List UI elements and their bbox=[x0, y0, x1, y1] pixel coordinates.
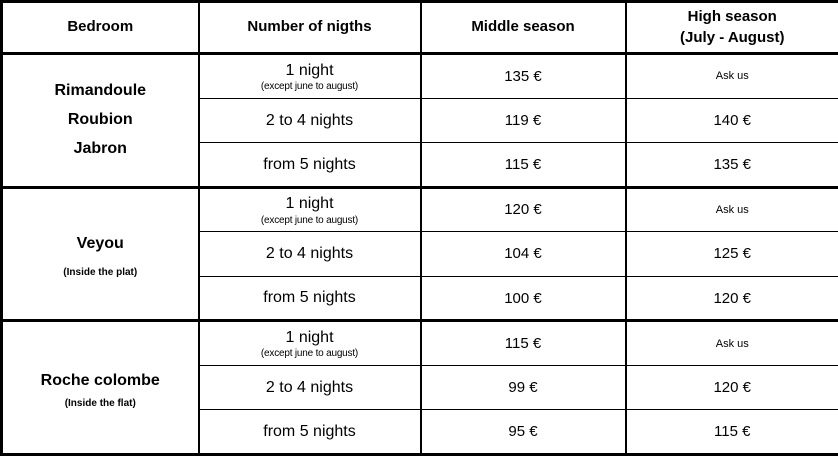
middle-season-price: 135 € bbox=[419, 52, 627, 99]
high-season-price: 120 € bbox=[624, 275, 838, 322]
high-season-price: 140 € bbox=[624, 97, 838, 144]
high-season-price: 120 € bbox=[624, 364, 838, 411]
middle-season-price: 120 € bbox=[419, 185, 627, 233]
bedroom-name: Roche colombe bbox=[40, 371, 160, 389]
bedroom-cell-veyou: Veyou (Inside the plat) bbox=[0, 185, 200, 322]
high-season-price: Ask us bbox=[624, 319, 838, 366]
middle-season-price: 115 € bbox=[419, 142, 627, 188]
nights-label: 2 to 4 nights bbox=[265, 111, 354, 129]
header-high-season: High season (July - August) bbox=[624, 1, 838, 55]
high-season-price: Ask us bbox=[624, 185, 838, 233]
nights-cell: from 5 nights bbox=[197, 275, 422, 322]
table-row: Roche colombe (Inside the flat) 1 night … bbox=[0, 319, 838, 455]
table-row: from 5 nights 115 € 135 € bbox=[2, 142, 838, 188]
nights-label: 1 night bbox=[285, 195, 334, 213]
header-number-of-nights: Number of nigths bbox=[197, 1, 422, 55]
middle-season-price: 99 € bbox=[419, 364, 627, 411]
high-season-price: Ask us bbox=[624, 52, 838, 99]
nights-cell: from 5 nights bbox=[197, 142, 422, 188]
nights-cell: 1 night (except june to august) bbox=[197, 319, 422, 366]
nights-cell: 2 to 4 nights bbox=[197, 364, 422, 411]
high-season-price: 135 € bbox=[624, 142, 838, 188]
header-high-season-line1: High season bbox=[687, 8, 777, 26]
nights-cell: 2 to 4 nights bbox=[197, 97, 422, 144]
bedroom-name: Rimandoule Roubion Jabron bbox=[54, 82, 147, 157]
nights-note: (except june to august) bbox=[260, 348, 359, 360]
table-row: 2 to 4 nights 99 € 120 € bbox=[2, 364, 838, 411]
header-row: Bedroom Number of nigths Middle season H… bbox=[0, 1, 838, 55]
table-row: from 5 nights 100 € 120 € bbox=[2, 275, 838, 322]
nights-label: 2 to 4 nights bbox=[265, 379, 354, 396]
high-season-price: 115 € bbox=[624, 409, 838, 455]
bedroom-cell-roche-colombe: Roche colombe (Inside the flat) bbox=[0, 319, 200, 455]
middle-season-price: 100 € bbox=[419, 275, 627, 322]
nights-label: 1 night bbox=[285, 328, 334, 346]
nights-label: from 5 nights bbox=[263, 155, 356, 173]
nights-label: from 5 nights bbox=[263, 423, 356, 441]
high-season-price: 125 € bbox=[624, 231, 838, 277]
nights-note: (except june to august) bbox=[260, 214, 359, 226]
nights-label: 1 night bbox=[285, 61, 334, 79]
bedroom-name: Veyou bbox=[76, 234, 124, 252]
middle-season-price: 104 € bbox=[419, 231, 627, 277]
middle-season-price: 115 € bbox=[419, 319, 627, 366]
nights-note: (except june to august) bbox=[260, 80, 359, 92]
nights-label: from 5 nights bbox=[263, 289, 356, 307]
table-row: 2 to 4 nights 104 € 125 € bbox=[2, 231, 838, 277]
nights-label: 2 to 4 nights bbox=[265, 245, 354, 263]
middle-season-price: 95 € bbox=[419, 409, 627, 455]
header-middle-season: Middle season bbox=[419, 1, 627, 55]
header-bedroom: Bedroom bbox=[0, 1, 200, 55]
header-high-season-line2: (July - August) bbox=[680, 28, 785, 46]
table-row: Veyou (Inside the plat) 1 night (except … bbox=[0, 185, 838, 322]
table-row: Rimandoule Roubion Jabron 1 night (excep… bbox=[0, 52, 838, 188]
nights-cell: 1 night (except june to august) bbox=[197, 185, 422, 233]
table-row: from 5 nights 95 € 115 € bbox=[2, 409, 838, 455]
nights-cell: 2 to 4 nights bbox=[197, 231, 422, 277]
nights-cell: 1 night (except june to august) bbox=[197, 52, 422, 99]
bedroom-cell-rimandoule-roubion-jabron: Rimandoule Roubion Jabron bbox=[0, 52, 200, 188]
nights-cell: from 5 nights bbox=[197, 409, 422, 455]
bedroom-note: (Inside the flat) bbox=[64, 397, 136, 409]
middle-season-price: 119 € bbox=[419, 97, 627, 144]
bedroom-note: (Inside the plat) bbox=[63, 267, 138, 279]
